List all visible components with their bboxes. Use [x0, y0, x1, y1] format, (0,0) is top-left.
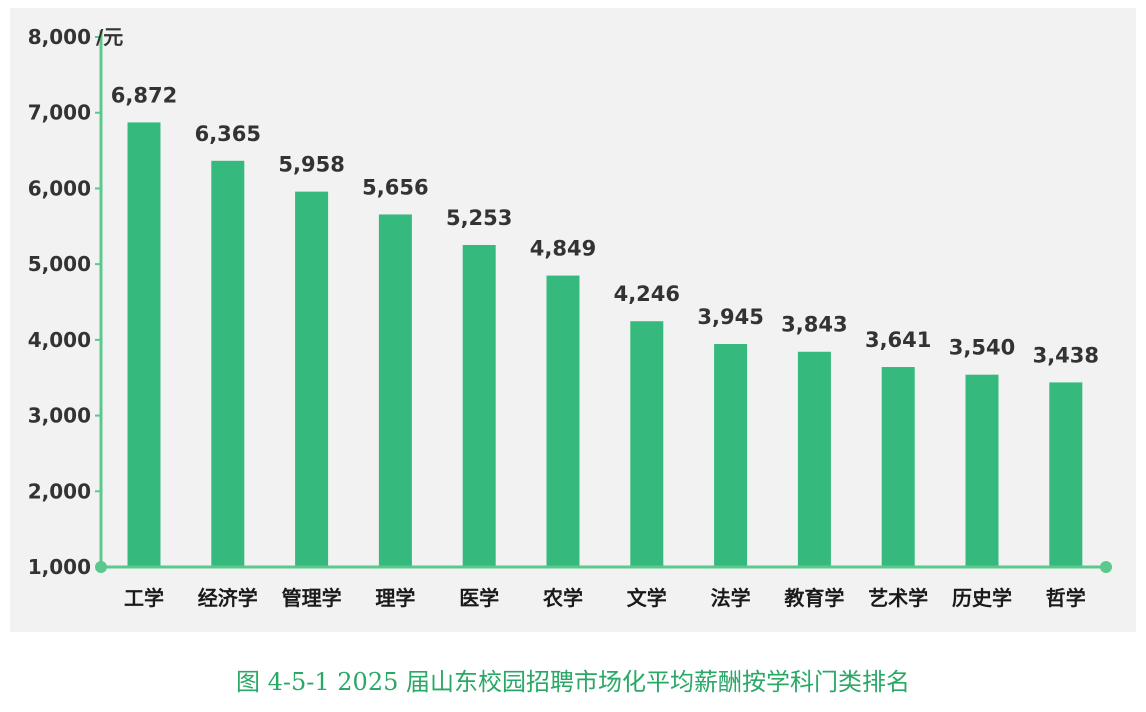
data-label: 3,945: [697, 305, 763, 329]
x-tick-label: 教育学: [784, 586, 844, 610]
y-tick-label: 4,000: [28, 328, 91, 352]
x-tick-label: 哲学: [1046, 586, 1086, 610]
bar: [378, 214, 412, 567]
x-tick-label: 历史学: [952, 586, 1012, 610]
axis-origin-dot: [95, 561, 107, 573]
y-tick-label: 2,000: [28, 479, 91, 503]
figure-caption: 图 4-5-1 2025 届山东校园招聘市场化平均薪酬按学科门类排名: [236, 668, 910, 696]
y-tick-label: 6,000: [28, 176, 91, 200]
data-label: 3,438: [1033, 343, 1099, 367]
data-label: 3,540: [949, 336, 1015, 360]
bar-chart: 1,000 2,000 3,000 4,000 5,000 6,000 7,000 8,000…: [28, 25, 1112, 610]
bar: [211, 160, 245, 568]
y-axis-ticks: 1,000 2,000 3,000 4,000 5,000 6,000 7,000 8,000: [28, 25, 101, 579]
x-tick-label: 管理学: [282, 586, 342, 610]
bar: [797, 351, 831, 567]
x-tick-label: 医学: [459, 586, 499, 610]
data-label: 5,958: [278, 153, 344, 177]
x-tick-label: 农学: [542, 586, 583, 610]
y-tick-label: 5,000: [28, 252, 91, 276]
data-label: 3,641: [865, 328, 931, 352]
bar: [546, 275, 580, 567]
x-tick-label: 经济学: [198, 586, 258, 610]
x-tick-label: 法学: [711, 586, 751, 610]
x-tick-label: 文学: [627, 586, 667, 610]
data-label: 5,656: [362, 175, 428, 199]
y-axis-unit: /元: [96, 25, 123, 49]
data-label: 6,872: [111, 83, 177, 107]
bar: [965, 374, 999, 567]
bar: [881, 367, 915, 567]
x-tick-label: 工学: [124, 586, 164, 610]
x-tick-label: 艺术学: [868, 586, 928, 610]
y-tick-label: 3,000: [28, 404, 91, 428]
data-label: 3,843: [781, 313, 847, 337]
y-tick-label: 1,000: [28, 555, 91, 579]
y-tick-label: 8,000: [28, 25, 91, 49]
x-axis-labels: 工学 经济学 管理学 理学 医学 农学 文学 法学 教育学 艺术学 历史学 哲学: [124, 586, 1086, 610]
chart-panel: 1,000 2,000 3,000 4,000 5,000 6,000 7,000 8,000…: [10, 8, 1136, 632]
bar: [714, 344, 748, 567]
bar: [630, 321, 664, 567]
bar: [295, 191, 329, 567]
data-label: 4,849: [530, 237, 596, 261]
x-tick-label: 理学: [375, 586, 415, 610]
bars: 6,872 6,365 5,958 5,656 5,253 4,849 4,246 3,945…: [111, 83, 1099, 568]
data-label: 4,246: [614, 282, 680, 306]
bar: [462, 244, 496, 568]
data-label: 5,253: [446, 206, 512, 230]
axis-end-dot: [1100, 561, 1112, 573]
data-label: 6,365: [195, 122, 261, 146]
bar: [127, 122, 161, 568]
bar: [1049, 382, 1083, 567]
axes: [95, 30, 1112, 573]
y-tick-label: 7,000: [28, 101, 91, 125]
